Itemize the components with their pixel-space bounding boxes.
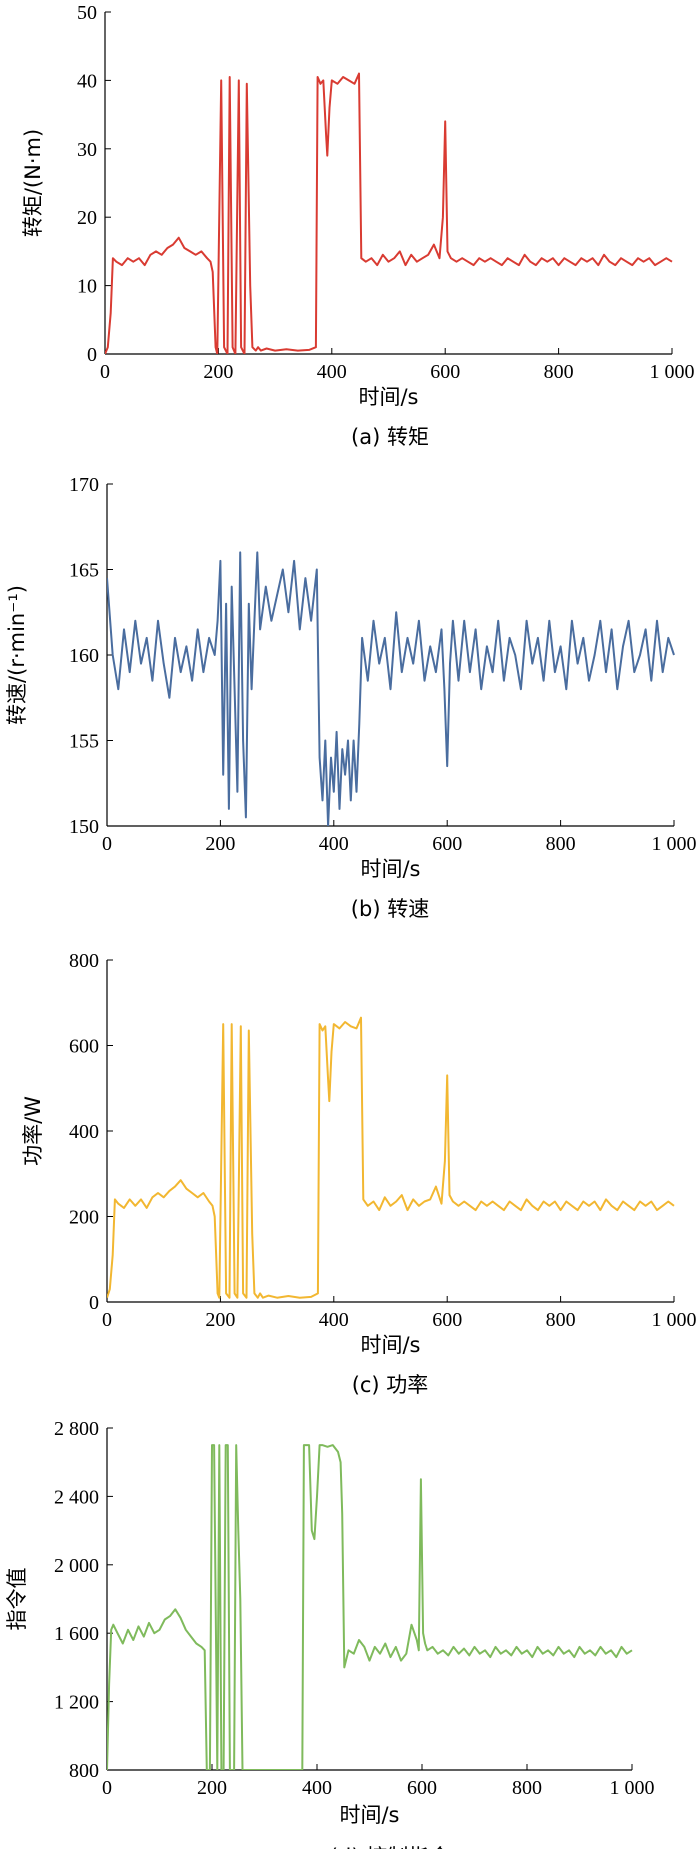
x-tick-label: 0 bbox=[100, 361, 110, 383]
x-tick-label: 400 bbox=[319, 833, 349, 855]
y-tick-label: 2 000 bbox=[54, 1555, 99, 1577]
power-chart: 0 200 400 600 800 1 000 0 200 400 600 800 时间/s 功率/W (… bbox=[21, 950, 697, 1397]
x-tick-label: 1 000 bbox=[610, 1777, 655, 1799]
panel-caption: (a) 转矩 bbox=[351, 425, 429, 449]
y-tick-label: 10 bbox=[77, 276, 97, 298]
y-tick-label: 155 bbox=[69, 731, 99, 753]
x-tick-label: 200 bbox=[205, 833, 235, 855]
x-axis-label: 时间/s bbox=[339, 1803, 399, 1827]
series-line bbox=[107, 1016, 675, 1299]
x-axis-label: 时间/s bbox=[358, 385, 418, 409]
x-tick-label: 400 bbox=[317, 361, 347, 383]
y-tick-label: 50 bbox=[77, 2, 97, 24]
x-axis-label: 时间/s bbox=[360, 857, 420, 881]
speed-chart: 0 200 400 600 800 1 000 150 155 160 165 170 时间/s 转速/… bbox=[5, 474, 697, 921]
y-tick-label: 0 bbox=[89, 1292, 99, 1314]
x-tick-label: 800 bbox=[546, 1309, 576, 1331]
x-tick-label: 400 bbox=[302, 1777, 332, 1799]
x-tick-label: 600 bbox=[432, 833, 462, 855]
x-tick-label: 400 bbox=[319, 1309, 349, 1331]
series-line bbox=[107, 551, 675, 826]
x-tick-label: 0 bbox=[102, 1309, 112, 1331]
control-command-chart: 0 200 400 600 800 1 000 800 1 200 1 600 2 000 2 40… bbox=[5, 1418, 655, 1849]
y-tick-label: 400 bbox=[69, 1121, 99, 1143]
y-tick-label: 170 bbox=[69, 474, 99, 496]
panel-caption: (c) 功率 bbox=[352, 1373, 429, 1397]
y-tick-label: 200 bbox=[69, 1207, 99, 1229]
x-tick-label: 200 bbox=[205, 1309, 235, 1331]
y-tick-label: 30 bbox=[77, 139, 97, 161]
x-tick-label: 200 bbox=[197, 1777, 227, 1799]
x-tick-label: 1 000 bbox=[652, 833, 697, 855]
y-tick-label: 1 200 bbox=[54, 1692, 99, 1714]
panel-caption: (b) 转速 bbox=[351, 897, 429, 921]
y-tick-label: 150 bbox=[69, 816, 99, 838]
x-axis-label: 时间/s bbox=[360, 1333, 420, 1357]
x-tick-label: 1 000 bbox=[650, 361, 695, 383]
x-tick-label: 800 bbox=[512, 1777, 542, 1799]
x-tick-label: 0 bbox=[102, 833, 112, 855]
y-tick-label: 2 800 bbox=[54, 1418, 99, 1440]
x-tick-label: 800 bbox=[544, 361, 574, 383]
x-tick-label: 200 bbox=[203, 361, 233, 383]
series-line bbox=[107, 1444, 633, 1770]
y-tick-label: 600 bbox=[69, 1036, 99, 1058]
y-tick-label: 2 400 bbox=[54, 1486, 99, 1508]
x-tick-label: 800 bbox=[546, 833, 576, 855]
series-line bbox=[105, 72, 673, 354]
y-axis-label: 转矩/(N·m) bbox=[21, 129, 45, 237]
x-tick-label: 0 bbox=[102, 1777, 112, 1799]
torque-chart: 0 200 400 600 800 1 000 0 10 20 30 40 50 时间/s 转矩/(N·m… bbox=[21, 2, 695, 449]
y-tick-label: 160 bbox=[69, 645, 99, 667]
y-tick-label: 800 bbox=[69, 1760, 99, 1782]
y-axis-label: 转速/(r·min⁻¹) bbox=[5, 585, 29, 725]
panel-caption: (d) 控制指令 bbox=[330, 1845, 450, 1849]
y-tick-label: 0 bbox=[87, 344, 97, 366]
x-tick-label: 600 bbox=[432, 1309, 462, 1331]
y-tick-label: 40 bbox=[77, 70, 97, 92]
y-tick-label: 1 600 bbox=[54, 1623, 99, 1645]
x-tick-label: 1 000 bbox=[652, 1309, 697, 1331]
y-axis-label: 功率/W bbox=[21, 1096, 45, 1166]
y-tick-label: 165 bbox=[69, 560, 99, 582]
x-tick-label: 600 bbox=[407, 1777, 437, 1799]
y-tick-label: 800 bbox=[69, 950, 99, 972]
y-axis-label: 指令值 bbox=[5, 1568, 29, 1631]
y-tick-label: 20 bbox=[77, 207, 97, 229]
x-tick-label: 600 bbox=[430, 361, 460, 383]
